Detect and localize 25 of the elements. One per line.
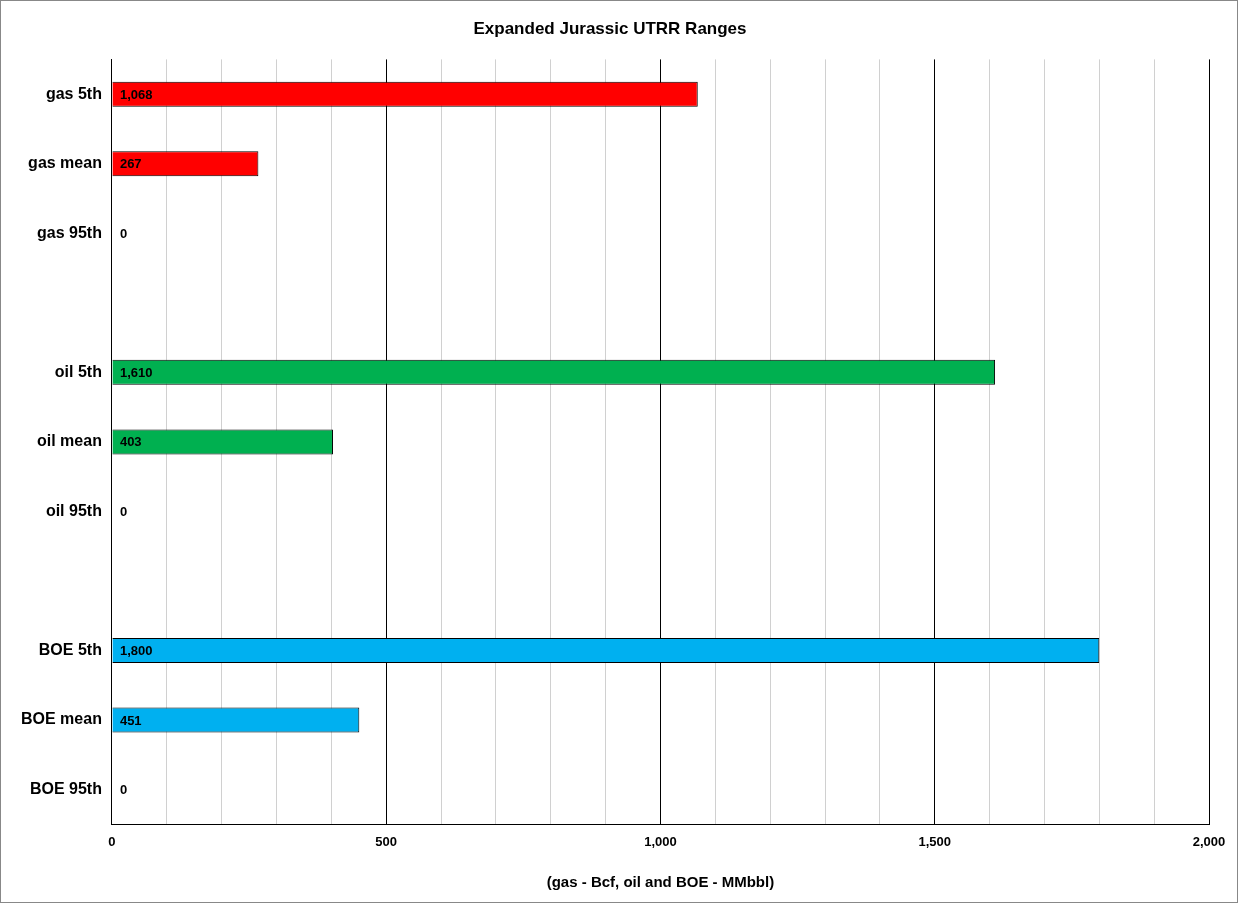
y-tick-label: gas 5th — [45, 84, 102, 102]
y-tick-label: gas 95th — [36, 223, 102, 241]
data-label: 0 — [119, 225, 128, 241]
y-tick-label: BOE 95th — [29, 780, 102, 798]
x-tick-label: 500 — [375, 833, 398, 849]
data-label: 1,610 — [119, 364, 153, 380]
y-tick-label: BOE 5th — [38, 640, 102, 658]
x-tick-label: 2,000 — [1192, 833, 1226, 849]
y-tick-label: oil mean — [37, 432, 102, 450]
x-axis-title: (gas - Bcf, oil and BOE - MMbbl) — [546, 873, 775, 891]
data-label: 1,800 — [119, 643, 153, 659]
y-tick-label: gas mean — [28, 154, 102, 172]
chart-title: Expanded Jurassic UTRR Ranges — [473, 18, 747, 38]
data-label: 1,068 — [119, 86, 153, 102]
x-tick-label: 0 — [108, 833, 116, 849]
data-label: 0 — [119, 782, 128, 798]
data-label: 451 — [119, 712, 142, 728]
y-tick-label: BOE mean — [20, 710, 102, 728]
y-tick-label: oil 95th — [45, 501, 102, 519]
x-tick-label: 1,500 — [918, 833, 951, 849]
x-tick-label: 1,000 — [644, 833, 677, 849]
data-label: 403 — [119, 434, 142, 450]
data-label: 0 — [119, 504, 128, 520]
data-label: 267 — [119, 156, 142, 172]
y-tick-label: oil 5th — [54, 362, 102, 380]
